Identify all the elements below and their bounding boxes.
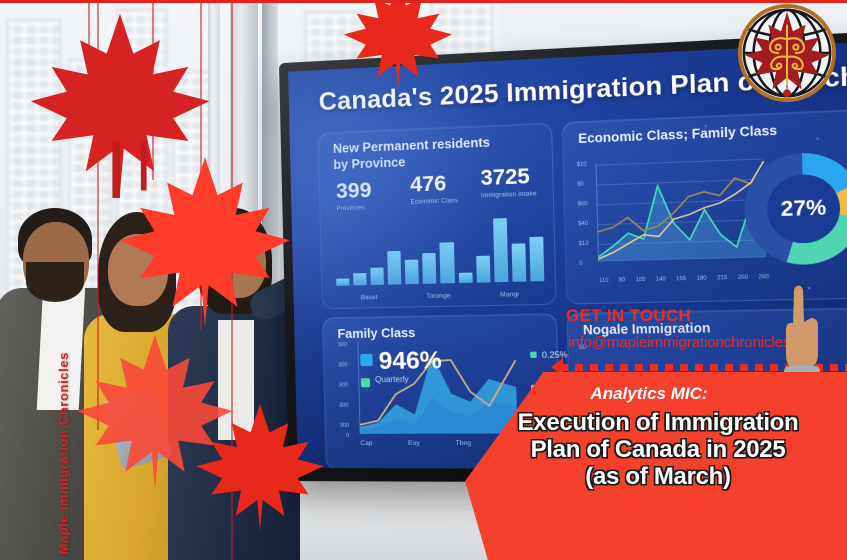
kpi-immigration-intake-label: Immigration Intake (480, 191, 537, 200)
bar-B3 (370, 267, 385, 286)
bar-B2 (353, 272, 367, 286)
banner-line-2: Plan of Canada in 2025 (530, 435, 786, 463)
line-y-tick: 0 (579, 260, 583, 267)
bar-B4 (387, 250, 402, 285)
wall-display: Canada's 2025 Immigration Plan of March … (278, 30, 847, 484)
maple-leaf-decor-2 (110, 152, 300, 332)
kpi-provinces-value: 399 (335, 178, 372, 204)
contact-email[interactable]: info@mapleimmigrationchronicles.ca (568, 334, 810, 351)
leaf-string-5 (97, 0, 99, 430)
svg-text:300: 300 (339, 382, 348, 388)
bar-B1 (336, 278, 350, 286)
bar-B6 (422, 253, 437, 284)
svg-text:0: 0 (346, 433, 349, 439)
line-x-tick: 80 (618, 277, 626, 284)
line-y-tick: $60 (577, 200, 588, 208)
line-x-tick: 215 (716, 274, 728, 282)
bar-x-tick: Baset (360, 294, 378, 302)
card-title-line2: by Province (333, 155, 406, 173)
maple-leaf-decor-5 (338, 0, 458, 93)
line-chart-economic-family: $10 $0 $60 $40 $13 0 (577, 150, 770, 284)
line-x-tick: 105 (635, 276, 646, 284)
donut-center-label: 27% (766, 173, 841, 245)
kpi-immigration-intake-value: 3725 (480, 164, 531, 191)
line-x-tick: 165 (675, 275, 687, 283)
maple-leaf-decor-1 (20, 8, 220, 198)
legend-swatch (530, 351, 537, 358)
bar-B12 (529, 236, 545, 282)
bar-B9 (475, 255, 491, 283)
globe-maple-leaf-logo (733, 2, 841, 106)
bar-x-tick: Mangr (499, 290, 520, 299)
kpi-economic-class: 476 Economic Class (409, 171, 459, 206)
bar-chart-x-axis: Baset Toronge Mangr (337, 290, 545, 301)
kpi-provinces-label: Provinces (336, 205, 365, 213)
maple-leaf-decor-4 (190, 400, 330, 535)
line-y-tick: $40 (578, 220, 589, 228)
family-class-big-value: 946% (378, 346, 443, 376)
card-title-economic-family: Economic Class; Family Class (578, 123, 778, 147)
line-x-tick: 180 (696, 275, 707, 282)
line-y-tick: $10 (576, 161, 587, 169)
line-y-tick: $13 (578, 240, 589, 248)
bar-B8 (458, 272, 473, 284)
banner-line-3: (as of March) (585, 462, 731, 490)
kpi-economic-class-value: 476 (409, 171, 447, 197)
area-x-tick: Eoy (407, 439, 420, 447)
kpi-economic-class-label: Economic Class (410, 198, 459, 206)
line-y-tick: $0 (577, 181, 584, 188)
card-new-permanent-residents[interactable]: New Permanent residents by Province 399 … (317, 122, 557, 310)
svg-text:300: 300 (338, 362, 347, 368)
kpi-immigration-intake: 3725 Immigration Intake (480, 164, 537, 200)
svg-text:300: 300 (340, 423, 349, 429)
banner-kicker: Analytics MIC: (590, 384, 708, 403)
area-x-tick: Tbeg (455, 439, 472, 447)
brand-vertical-text: Maple Immigration Chronicles (56, 351, 71, 554)
line-x-tick: 260 (737, 274, 749, 282)
quarterly-legend-label: Quarterly (374, 374, 409, 385)
bar-x-tick: Toronge (426, 292, 451, 301)
bar-B7 (439, 242, 455, 284)
family-class-legend-swatch (360, 353, 373, 367)
line-x-tick: 110 (598, 277, 609, 285)
get-in-touch-heading: GET IN TOUCH (566, 306, 692, 325)
bar-B11 (511, 243, 527, 282)
kpi-provinces: 399 Provinces (335, 178, 372, 213)
banner-title: Execution of Immigration Plan of Canada … (477, 409, 839, 491)
svg-text:300: 300 (338, 342, 347, 348)
line-x-tick: 140 (655, 276, 666, 283)
line-chart-y-axis: $10 $0 $60 $40 $13 0 (577, 157, 597, 266)
area-x-tick: Cap (360, 439, 373, 447)
title-banner: Analytics MIC: Execution of Immigration … (465, 372, 847, 560)
pointing-hand (778, 282, 826, 380)
dotted-divider (560, 364, 847, 371)
bar-B10 (492, 218, 509, 283)
dashboard-screen: Canada's 2025 Immigration Plan of March … (288, 41, 847, 470)
quarterly-legend-swatch (360, 378, 371, 388)
card-family-class[interactable]: Family Class 300 300 300 300 300 0 Cap Eoy (322, 313, 569, 470)
leaf-string-3 (200, 0, 202, 330)
banner-line-1: Execution of Immigration (517, 409, 799, 436)
line-chart-svg (577, 150, 769, 268)
bar-B5 (405, 259, 420, 285)
bar-chart-provinces (335, 217, 545, 286)
area-chart-svg: 300 300 300 300 300 0 (338, 333, 524, 439)
line-x-tick: 260 (758, 273, 769, 281)
svg-text:300: 300 (339, 403, 348, 409)
maple-leaf-decor-3 (70, 330, 240, 495)
dotted-arrow-head (551, 358, 563, 376)
top-accent-line (0, 0, 847, 3)
card-economic-family-class[interactable]: Economic Class; Family Class $10 $0 $60 $40… (561, 108, 847, 305)
line-chart-x-axis: 110 80 105 140 165 180 215 260 260 (599, 274, 769, 284)
card-title-line1: New Permanent residents (332, 135, 491, 156)
